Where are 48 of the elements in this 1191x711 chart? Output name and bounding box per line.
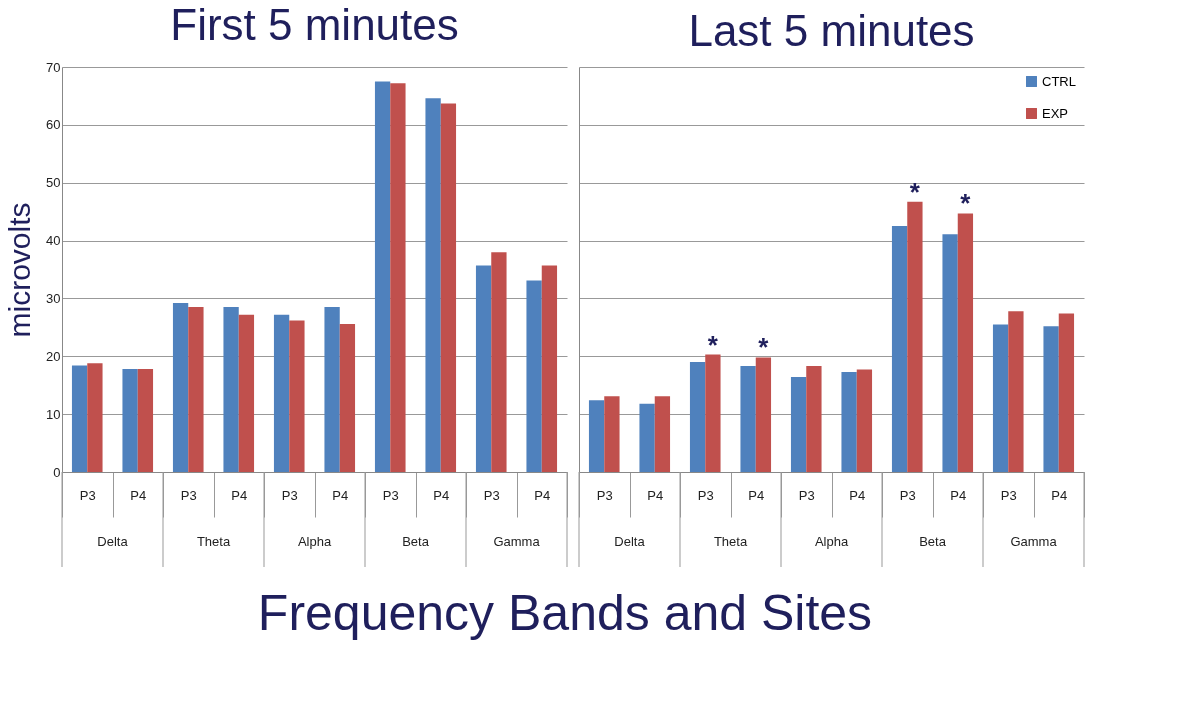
x-tick-label: P4 xyxy=(1051,487,1068,503)
x-tick-label: P4 xyxy=(849,487,866,503)
data-label: * xyxy=(758,332,770,363)
chart-title: Last 5 minutes xyxy=(688,6,975,55)
x-tick-label: P4 xyxy=(433,487,450,503)
x-tick-label: P3 xyxy=(596,487,613,503)
text: Beta xyxy=(402,534,430,549)
x-tick-label: P3 xyxy=(180,487,197,503)
text: Delta xyxy=(97,534,129,549)
y-tick-label: 30 xyxy=(46,290,61,306)
text: Theta xyxy=(196,534,231,549)
x-tick-label: P4 xyxy=(748,487,765,503)
x-tick-label: P3 xyxy=(79,487,96,503)
x-tick-label: P4 xyxy=(647,487,664,503)
x-tick-label: P3 xyxy=(899,487,916,503)
text: Alpha xyxy=(814,534,849,549)
x-tick-label: P3 xyxy=(483,487,500,503)
x-tick-label: P4 xyxy=(950,487,967,503)
text: Theta xyxy=(713,534,748,549)
text: Alpha xyxy=(297,534,332,549)
x-axis-title: Frequency Bands and Sites xyxy=(256,584,874,642)
text: Beta xyxy=(919,534,947,549)
y-tick-label: 40 xyxy=(46,233,61,249)
y-axis-title: microvolts xyxy=(3,202,37,338)
x-tick-label: P4 xyxy=(534,487,551,503)
legend-label: EXP xyxy=(1042,105,1069,121)
y-tick-label: 10 xyxy=(46,406,61,422)
data-label: * xyxy=(909,176,921,207)
x-tick-label: P4 xyxy=(231,487,248,503)
y-tick-label: 0 xyxy=(53,464,61,480)
x-tick-label: P3 xyxy=(1000,487,1017,503)
y-tick-label: 70 xyxy=(46,59,61,75)
text: Gamma xyxy=(1010,534,1058,549)
data-label: * xyxy=(707,329,719,360)
x-tick-label: P3 xyxy=(697,487,714,503)
x-tick-label: P4 xyxy=(130,487,147,503)
x-tick-label: P3 xyxy=(281,487,298,503)
data-label: * xyxy=(960,188,972,219)
y-tick-label: 20 xyxy=(46,348,61,364)
legend-label: CTRL xyxy=(1042,73,1076,89)
x-tick-label: P3 xyxy=(798,487,815,503)
x-tick-label: P3 xyxy=(382,487,399,503)
text: Gamma xyxy=(493,534,541,549)
chart-title: First 5 minutes xyxy=(170,0,459,49)
y-tick-label: 60 xyxy=(46,117,61,133)
text: Delta xyxy=(614,534,646,549)
x-tick-label: P4 xyxy=(332,487,349,503)
y-tick-label: 50 xyxy=(46,175,61,191)
